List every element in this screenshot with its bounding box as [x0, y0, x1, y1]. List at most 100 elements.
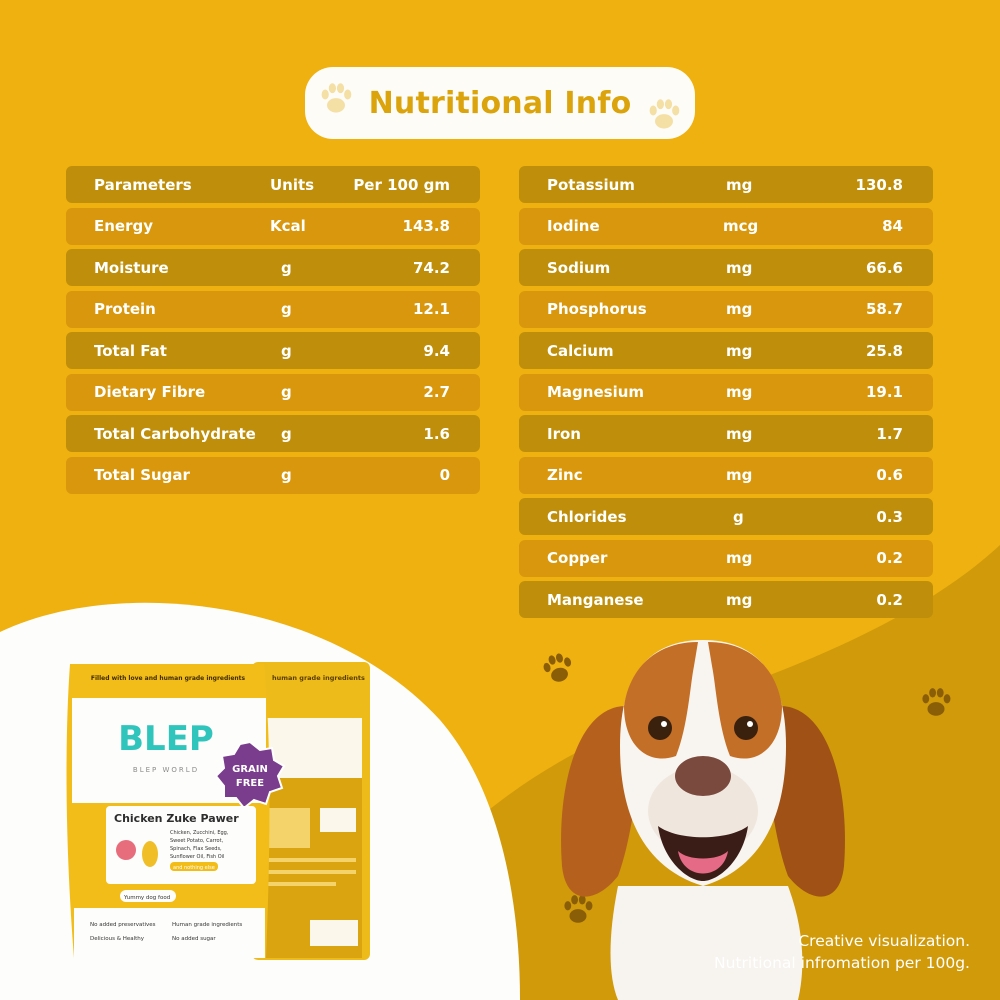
param-name: Energy [94, 217, 154, 235]
badge-line1: GRAIN [232, 764, 268, 775]
param-name: Sodium [547, 258, 611, 277]
badge-line2: FREE [236, 778, 264, 789]
table-row: Copper mg 0.2 [519, 539, 933, 577]
param-value: 1.7 [876, 424, 903, 443]
right-nutrition-table: Potassium mg 130.8 Iodine mcg 84 Sodium … [519, 166, 933, 621]
header-parameters: Parameters [94, 175, 192, 194]
pouch-ingredients-tail: and nothing else [173, 865, 215, 871]
param-unit: g [281, 424, 292, 443]
pouch-feature: No added sugar [172, 936, 216, 942]
pouch-ingredients: Sunflower Oil, Fish Oil [170, 854, 224, 860]
param-value: 143.8 [402, 217, 450, 235]
pouch-brand: BLEP [118, 719, 214, 759]
param-unit: mg [726, 383, 753, 401]
table-header-row: Parameters Units Per 100 gm [66, 166, 480, 203]
param-value: 58.7 [865, 300, 903, 318]
table-row: Zinc mg 0.6 [519, 456, 933, 494]
table-row: Chlorides g 0.3 [519, 498, 933, 535]
param-value: 1.6 [423, 424, 450, 443]
pouch-feature: Human grade ingredients [172, 922, 242, 928]
pouch-tag: Yummy dog food [123, 895, 170, 901]
param-name: Potassium [547, 175, 635, 194]
table-row: Iron mg 1.7 [519, 415, 933, 452]
pouch-brand-sub: BLEP WORLD [133, 766, 199, 774]
param-unit: g [733, 507, 744, 526]
page-title: Nutritional Info [368, 85, 632, 121]
paw-icon [543, 653, 572, 682]
param-unit: g [281, 341, 292, 360]
param-name: Chlorides [547, 507, 627, 526]
pouch-ingredients: Spinach, Flax Seeds, [170, 846, 222, 852]
param-name: Total Carbohydrate [94, 424, 256, 443]
param-unit: mg [726, 300, 753, 318]
param-unit: mg [726, 175, 753, 194]
caption: Creative visualization. Nutritional infr… [714, 930, 970, 974]
param-value: 74.2 [412, 258, 450, 277]
table-row: Energy Kcal 143.8 [66, 207, 480, 245]
table-row: Iodine mcg 84 [519, 207, 933, 245]
param-unit: mcg [723, 217, 759, 235]
param-value: 0.2 [876, 549, 903, 567]
table-row: Total Fat g 9.4 [66, 332, 480, 369]
paw-icon [649, 99, 680, 129]
table-row: Sodium mg 66.6 [519, 249, 933, 286]
param-unit: g [281, 383, 292, 401]
param-value: 0.3 [876, 507, 903, 526]
param-name: Iodine [547, 217, 600, 235]
table-row: Phosphorus mg 58.7 [519, 290, 933, 328]
paw-icon [321, 83, 352, 113]
param-unit: g [281, 300, 292, 318]
param-name: Zinc [547, 466, 583, 484]
table-row: Potassium mg 130.8 [519, 166, 933, 203]
table-row: Total Sugar g 0 [66, 456, 480, 494]
param-name: Moisture [94, 258, 169, 277]
param-value: 0.6 [876, 466, 903, 484]
title-banner: Nutritional Info [305, 67, 695, 139]
caption-line1: Creative visualization. [798, 932, 970, 950]
param-unit: g [281, 258, 292, 277]
pouch-ingredients: Sweet Potato, Carrot, [170, 838, 224, 844]
param-value: 130.8 [855, 175, 903, 194]
param-unit: g [281, 466, 292, 484]
param-name: Iron [547, 424, 581, 443]
pouch-ingredients: Chicken, Zucchini, Egg, [170, 830, 229, 836]
param-name: Copper [547, 549, 608, 567]
param-value: 12.1 [412, 300, 450, 318]
pouch-feature: No added preservatives [90, 922, 156, 928]
param-name: Total Fat [94, 341, 167, 360]
paw-icon [564, 895, 593, 923]
left-nutrition-table: Parameters Units Per 100 gm Energy Kcal … [66, 166, 480, 496]
table-row: Dietary Fibre g 2.7 [66, 373, 480, 411]
param-name: Phosphorus [547, 300, 647, 318]
table-row: Protein g 12.1 [66, 290, 480, 328]
param-name: Protein [94, 300, 156, 318]
grain-free-badge: GRAIN FREE [214, 740, 286, 810]
param-unit: mg [726, 258, 753, 277]
param-name: Dietary Fibre [94, 383, 206, 401]
dog-illustration [561, 640, 845, 1000]
product-pouch: human grade ingredients Filled with love… [66, 662, 370, 960]
param-value: 9.4 [423, 341, 450, 360]
header-per-100gm: Per 100 gm [353, 175, 450, 194]
header-units: Units [270, 175, 315, 194]
pouch-back-banner: human grade ingredients [272, 674, 365, 682]
param-value: 25.8 [865, 341, 903, 360]
param-unit: mg [726, 424, 753, 443]
table-row: Magnesium mg 19.1 [519, 373, 933, 411]
param-value: 2.7 [423, 383, 450, 401]
caption-line2: Nutritional infromation per 100g. [714, 954, 970, 972]
pouch-top-banner: Filled with love and human grade ingredi… [91, 675, 246, 682]
param-unit: mg [726, 341, 753, 360]
table-row: Calcium mg 25.8 [519, 332, 933, 369]
param-value: 19.1 [865, 383, 903, 401]
param-name: Calcium [547, 341, 614, 360]
param-name: Total Sugar [94, 466, 190, 484]
pouch-feature: Delicious & Healthy [90, 936, 145, 942]
table-row: Moisture g 74.2 [66, 249, 480, 286]
table-row: Manganese mg 0.2 [519, 581, 933, 618]
param-value: 0.2 [876, 590, 903, 609]
table-row: Total Carbohydrate g 1.6 [66, 415, 480, 452]
param-name: Magnesium [547, 383, 645, 401]
paw-icon [922, 688, 951, 716]
pouch-back: human grade ingredients [252, 662, 370, 960]
